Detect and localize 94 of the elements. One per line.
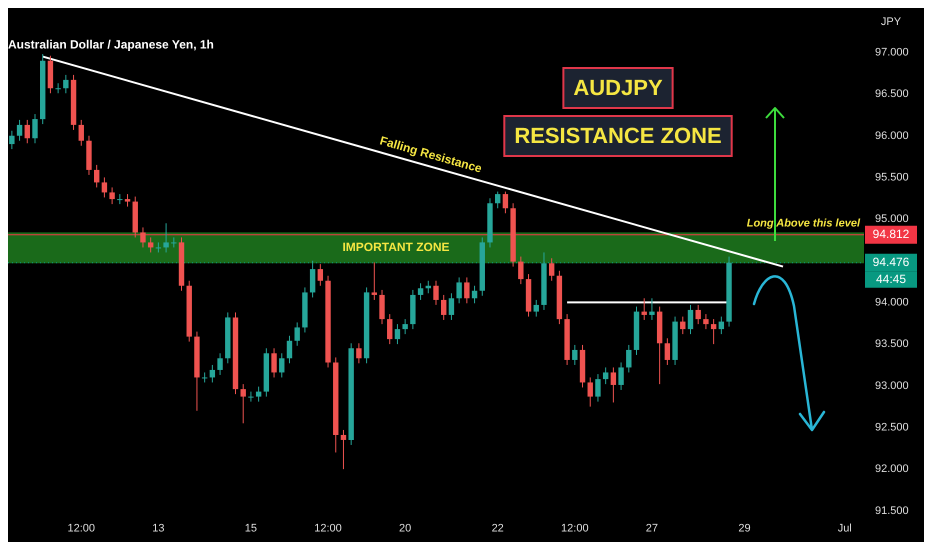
candlestick (472, 285, 478, 304)
candlestick (271, 348, 277, 378)
x-tick-label: 27 (646, 522, 658, 534)
candlestick (649, 298, 655, 320)
candlestick (163, 222, 169, 253)
annotation: AUDJPY (573, 75, 663, 100)
candlestick (372, 262, 378, 300)
candlestick (588, 376, 593, 408)
candlestick (664, 338, 670, 366)
candlestick (94, 164, 100, 188)
candlestick (642, 298, 647, 320)
ref-line-label: 94.812 (872, 227, 910, 242)
candlestick (140, 226, 146, 248)
candlestick (63, 74, 69, 94)
x-tick-label: 13 (152, 522, 165, 534)
text: 44:45 (876, 272, 906, 286)
candlestick (24, 119, 30, 144)
annotation: Long Above this level (746, 217, 861, 230)
candlestick (618, 362, 624, 390)
candlestick (55, 82, 61, 94)
candlestick (148, 236, 154, 253)
x-tick-label: 12:00 (67, 522, 96, 534)
candlestick (9, 130, 15, 150)
candlestick (610, 366, 616, 403)
candlestick (494, 191, 500, 209)
y-tick-label: 92.000 (875, 463, 909, 476)
candlestick (426, 280, 431, 294)
candlestick (256, 386, 262, 402)
candlestick (718, 316, 724, 335)
candlestick (602, 366, 608, 385)
candlestick (202, 372, 208, 383)
candlestick (696, 304, 701, 325)
candlestick (456, 276, 462, 304)
x-tick-label: 12:00 (561, 522, 589, 534)
candlestick (710, 318, 716, 345)
y-tick-label: 94.000 (875, 296, 909, 308)
y-axis-title: JPY (880, 16, 902, 28)
y-tick-label: 95.000 (875, 213, 909, 226)
candlestick (680, 316, 686, 335)
y-tick-label: 92.500 (875, 421, 909, 434)
candlestick (286, 335, 292, 364)
candlestick (210, 364, 216, 383)
candlestick (595, 374, 601, 402)
y-tick-label: 97.000 (875, 46, 909, 58)
candlestick (279, 352, 284, 378)
candlestick (109, 186, 115, 205)
candlestick (433, 280, 439, 306)
candlestick (78, 119, 84, 146)
candlestick (441, 294, 446, 320)
x-tick-label: 12:00 (314, 522, 342, 534)
y-tick-label: 91.500 (875, 504, 909, 517)
x-tick-label: 20 (399, 522, 412, 534)
annotation: RESISTANCE ZONE (514, 123, 722, 148)
x-tick-label: Jul (838, 522, 852, 534)
candlestick (32, 114, 38, 144)
candlestick (387, 314, 392, 345)
candlestick (340, 429, 346, 470)
candlestick (217, 352, 223, 376)
candlestick (534, 299, 539, 318)
candlestick (402, 318, 408, 335)
ref-line-label: 94.476 (872, 255, 910, 270)
candlestick (394, 324, 400, 345)
candlestick (294, 322, 300, 346)
candlestick (171, 236, 176, 248)
candlestick (156, 242, 162, 253)
candlestick (518, 256, 524, 285)
candlestick (626, 344, 632, 373)
candlestick (240, 384, 246, 424)
candlestick (418, 282, 424, 300)
candlestick (318, 264, 324, 286)
candlestick (572, 344, 578, 366)
candlestick (703, 314, 709, 330)
candlestick (102, 176, 108, 198)
y-tick-label: 96.000 (875, 130, 909, 142)
y-tick-label: 93.000 (875, 380, 909, 392)
candlestick (464, 276, 470, 304)
candlestick (502, 191, 508, 214)
candlestick (310, 260, 316, 298)
y-tick-label: 93.500 (875, 338, 909, 350)
candlestick (548, 258, 554, 282)
candlestick (248, 391, 254, 402)
y-tick-label: 95.500 (875, 171, 909, 184)
band-label: IMPORTANT ZONE (342, 240, 450, 254)
candlestick (117, 194, 123, 205)
candlestick (356, 342, 362, 364)
candlestick (124, 194, 130, 208)
y-tick-label: 96.500 (875, 88, 909, 100)
candlestick (688, 304, 694, 335)
candlestick (448, 292, 454, 320)
x-tick-label: 15 (244, 522, 258, 534)
candlestick (16, 119, 22, 142)
x-tick-label: 22 (492, 522, 504, 534)
chart-title: Australian Dollar / Japanese Yen, 1h (8, 38, 214, 52)
x-tick-label: 29 (738, 522, 751, 534)
